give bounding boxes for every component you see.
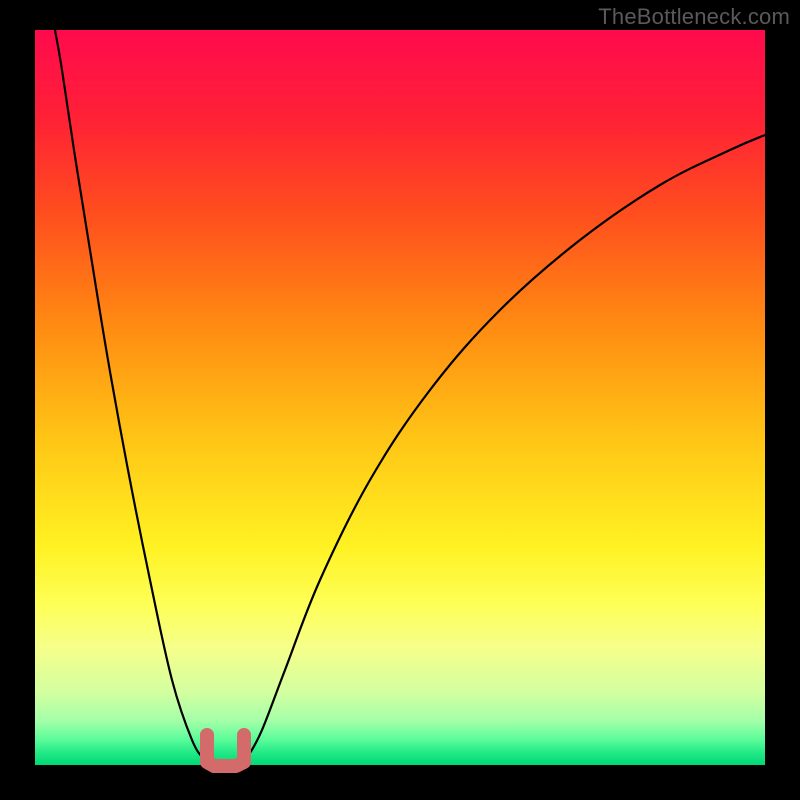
chart-container: TheBottleneck.com (0, 0, 800, 800)
plot-background (35, 30, 765, 765)
watermark-text: TheBottleneck.com (598, 4, 790, 30)
bottleneck-chart (0, 0, 800, 800)
